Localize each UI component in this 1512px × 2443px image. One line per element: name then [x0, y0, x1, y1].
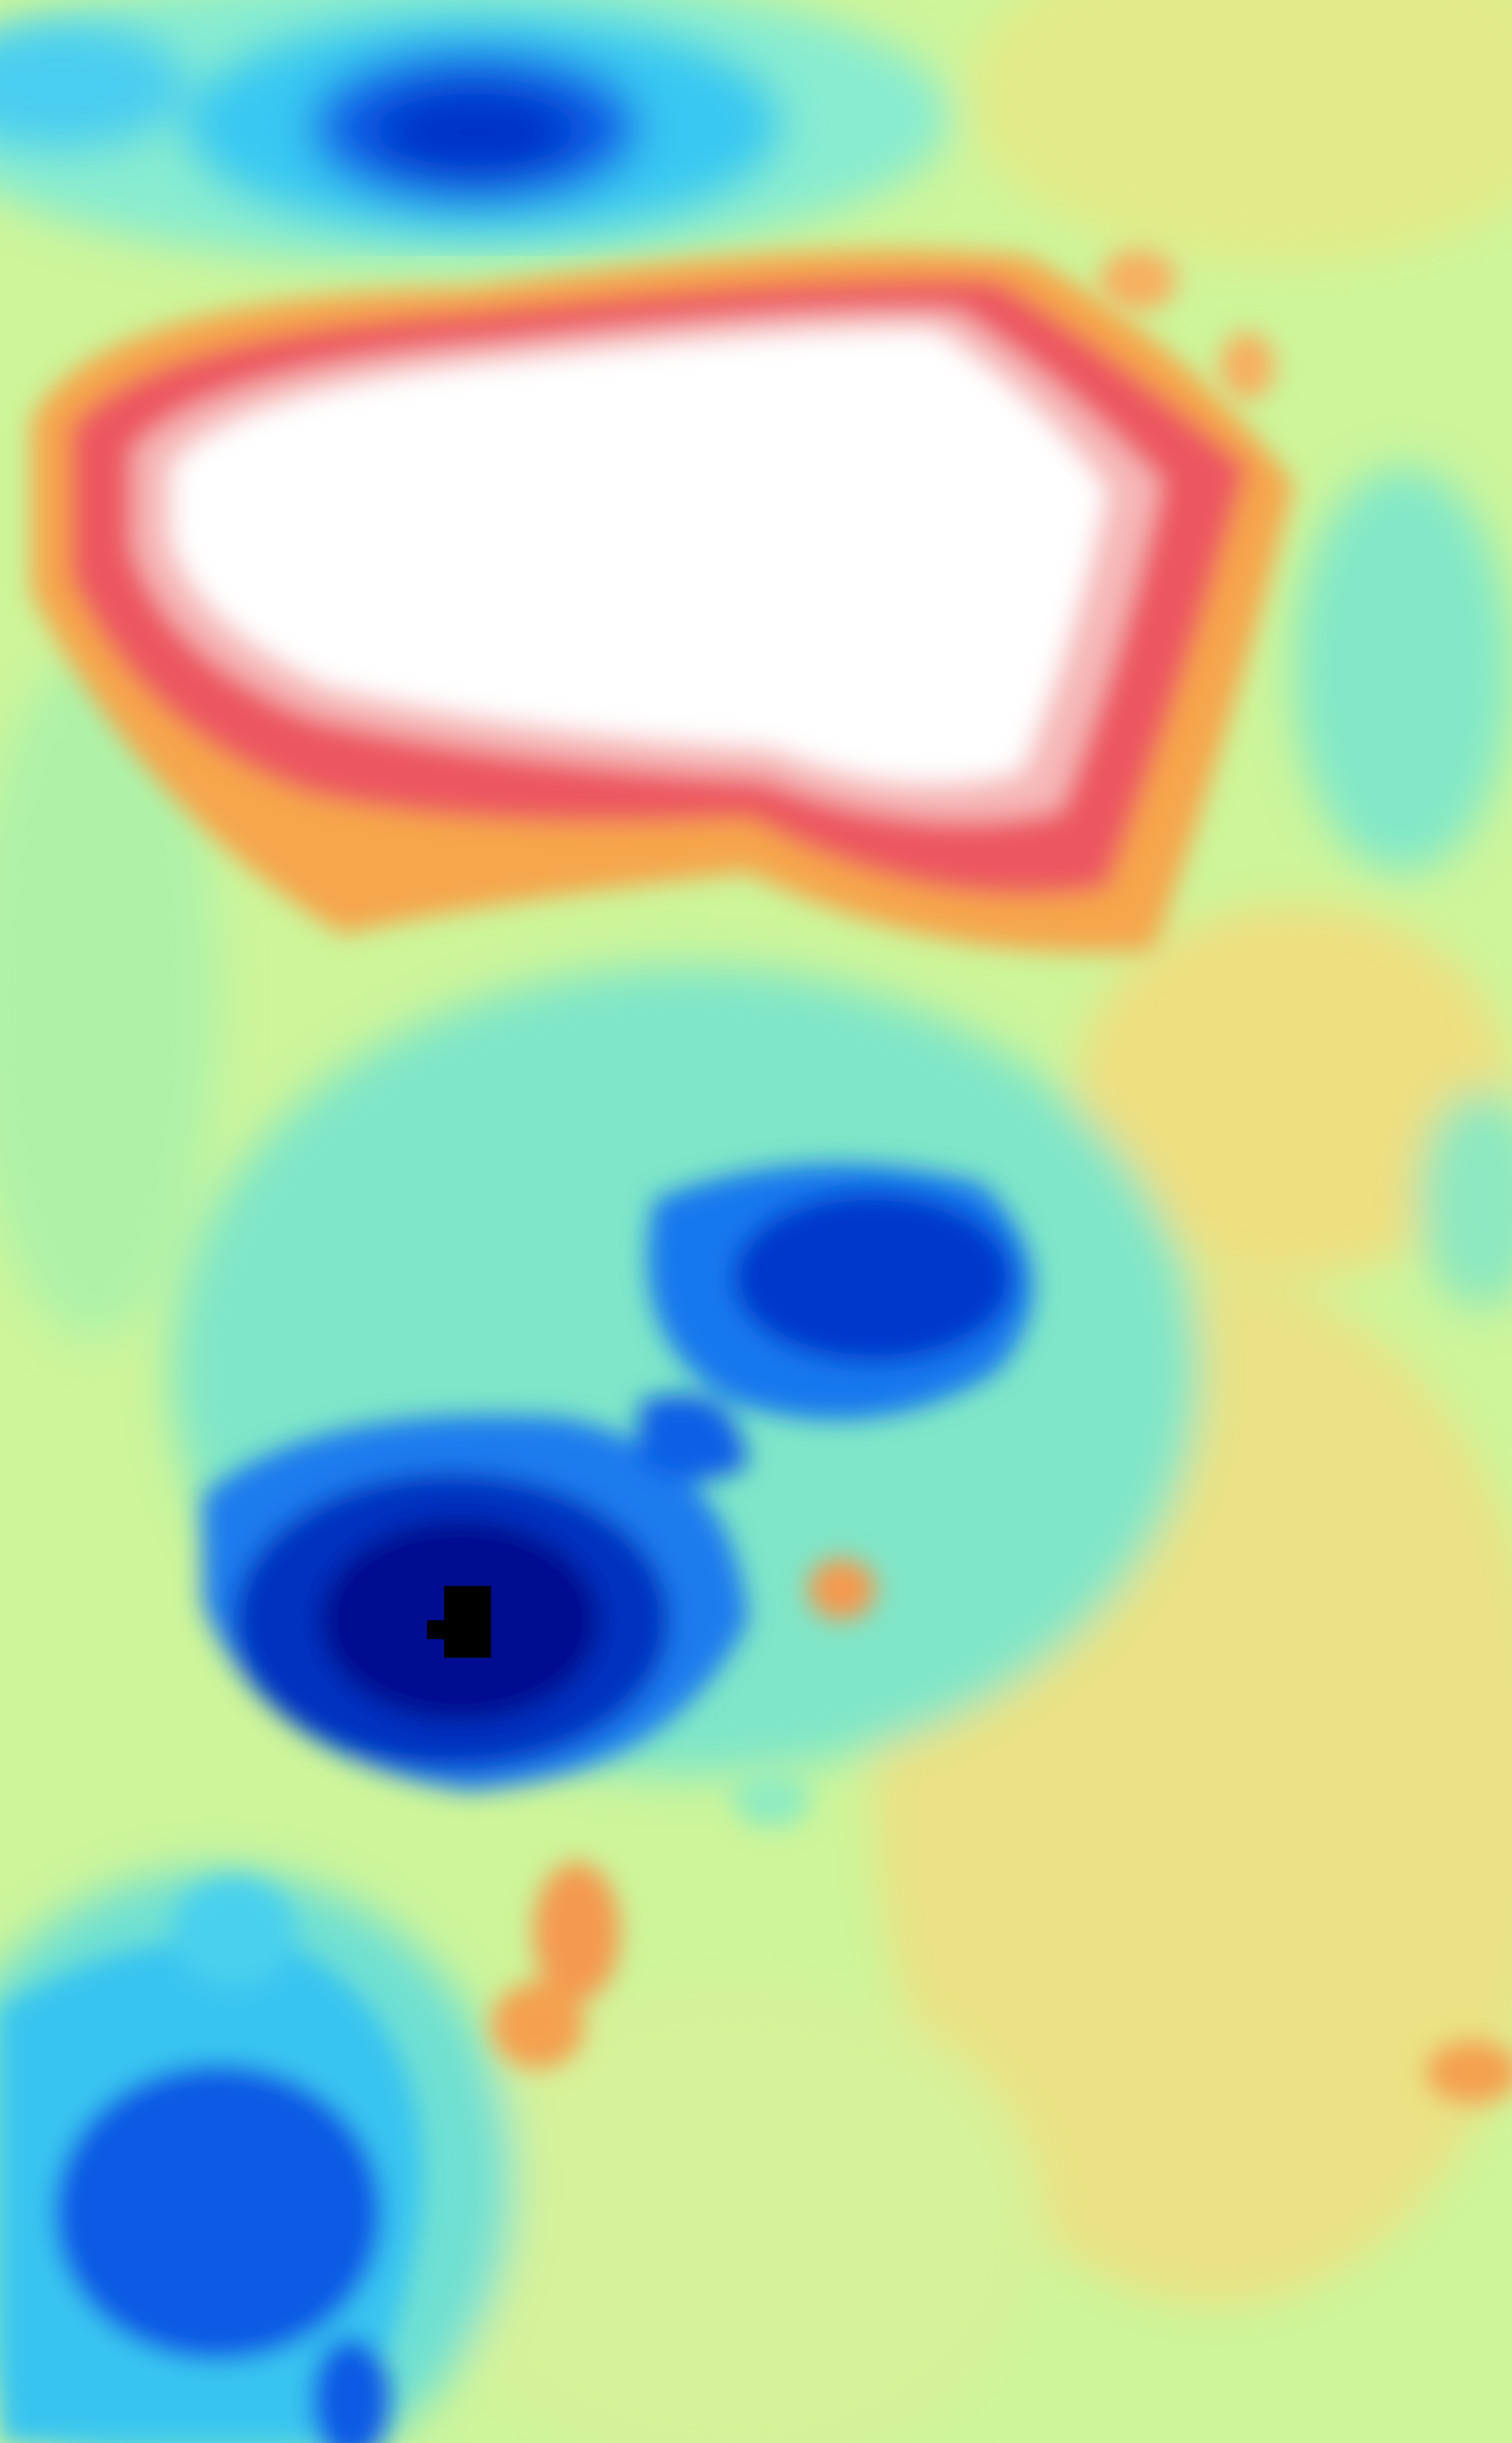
right-cyan-small [1418, 1090, 1512, 1309]
top-blue-blob [0, 15, 780, 234]
bottom-center-green [421, 1979, 1045, 2443]
left-green-patch [0, 654, 219, 1340]
black-pixel-notch [427, 1620, 449, 1639]
top-right-yellow [966, 0, 1512, 265]
bottom-left-cold-spot [0, 1877, 423, 2443]
mid-right-yellow [1075, 903, 1512, 1278]
right-cyan-patch [1293, 467, 1512, 872]
orange-speckles [491, 249, 1512, 2103]
black-pixel-core [444, 1586, 491, 1658]
hot-spot [31, 249, 1294, 953]
